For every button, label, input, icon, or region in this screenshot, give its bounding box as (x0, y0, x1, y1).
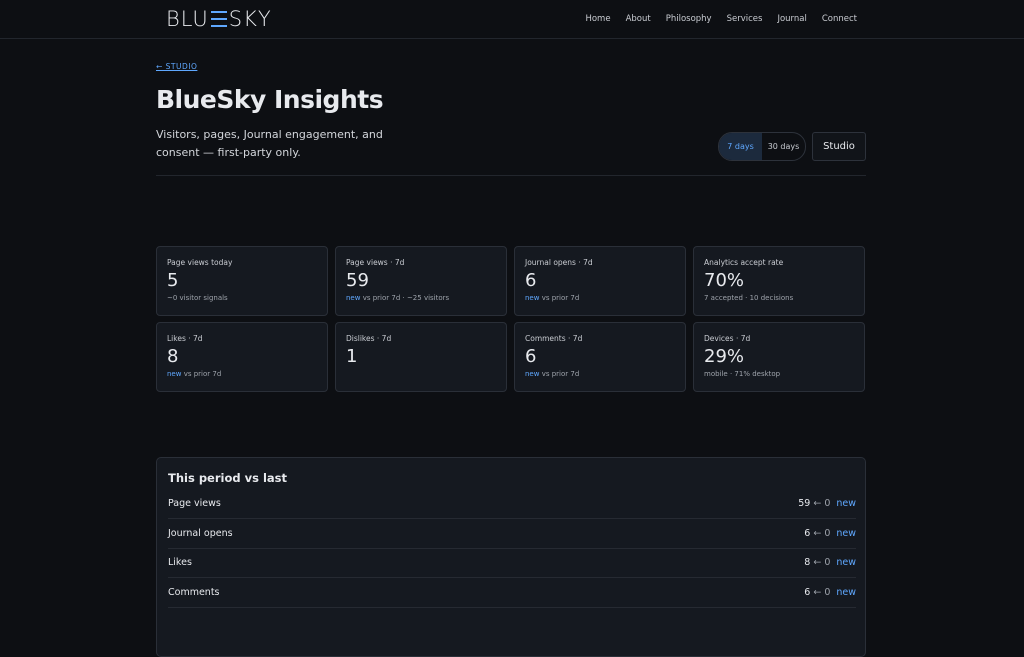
stat-note-text: 7 accepted · 10 decisions (704, 294, 794, 302)
row-values: 6 ← 0 new (801, 587, 856, 598)
comparison-row: Comments 6 ← 0 new (168, 578, 856, 608)
stat-label: Page views · 7d (346, 258, 405, 267)
stat-card: Journal opens · 7d 6 new vs prior 7d (514, 246, 686, 316)
comparison-row: Page views 59 ← 0 new (168, 489, 856, 519)
comparison-row: Likes 8 ← 0 new (168, 548, 856, 578)
logo-right: SKY (228, 7, 272, 31)
stat-value: 6 (525, 346, 537, 367)
navbar: BLU SKY Home About Philosophy Services Journa… (0, 0, 1024, 39)
stat-highlight: new (346, 294, 361, 302)
row-values: 59 ← 0 new (795, 498, 856, 509)
stat-note: 7 accepted · 10 decisions (704, 294, 854, 302)
back-link[interactable]: ← STUDIO (156, 62, 198, 71)
row-previous: 0 (824, 586, 831, 598)
stat-value: 5 (167, 270, 179, 291)
subtitle: Visitors, pages, Journal engagement, and… (156, 128, 383, 159)
stat-value: 6 (525, 270, 537, 291)
row-current: 8 (804, 557, 811, 568)
page-title: BlueSky Insights (156, 85, 384, 114)
stat-note: new vs prior 7d (525, 370, 675, 378)
row-arrow: ← (813, 586, 822, 598)
row-previous: 0 (824, 557, 831, 568)
stat-note-text: mobile · 71% desktop (704, 370, 781, 378)
row-values: 8 ← 0 new (801, 557, 856, 568)
nav-link[interactable]: Philosophy (665, 14, 712, 24)
studio-button[interactable]: Studio (812, 132, 866, 161)
stat-note: new vs prior 7d (167, 370, 317, 378)
stat-note-text: vs prior 7d · ~25 visitors (362, 294, 450, 302)
range-toggle: 7 days 30 days (718, 132, 806, 161)
nav-link[interactable]: Connect (821, 14, 857, 24)
stat-label: Dislikes · 7d (346, 334, 392, 343)
stat-card: Comments · 7d 6 new vs prior 7d (514, 322, 686, 392)
logo-left: BLU (166, 7, 209, 31)
stat-label: Comments · 7d (525, 334, 583, 343)
row-change: new (836, 586, 856, 598)
stat-note-text: vs prior 7d (183, 370, 222, 378)
stat-card: Dislikes · 7d 1 (335, 322, 507, 392)
logo[interactable]: BLU SKY (166, 7, 272, 31)
stat-label: Page views today (167, 258, 233, 267)
divider (156, 175, 866, 176)
stat-card: Devices · 7d 29% mobile · 71% desktop (693, 322, 865, 392)
range-option[interactable]: 30 days (767, 142, 800, 151)
nav-link[interactable]: Services (726, 14, 763, 24)
row-current: 6 (804, 527, 811, 539)
row-change: new (836, 557, 856, 568)
row-change: new (836, 527, 856, 539)
row-change: new (836, 498, 856, 509)
row-current: 6 (804, 586, 811, 598)
row-arrow: ← (813, 557, 822, 568)
comparison-panel: This period vs last Page views 59 ← 0 new Jou… (156, 457, 866, 657)
stat-note-text: vs prior 7d (541, 370, 580, 378)
stat-value: 8 (167, 346, 179, 367)
stat-label: Devices · 7d (704, 334, 751, 343)
stat-value: 70% (704, 270, 745, 291)
comparison-title: This period vs last (168, 471, 287, 485)
row-label: Comments (168, 586, 220, 598)
nav-link[interactable]: Home (585, 14, 611, 24)
nav-link[interactable]: About (625, 14, 651, 24)
stat-card: Analytics accept rate 70% 7 accepted · 10 … (693, 246, 865, 316)
stat-note-text: vs prior 7d (541, 294, 580, 302)
row-arrow: ← (813, 527, 822, 539)
stat-value: 1 (346, 346, 358, 367)
stat-label: Analytics accept rate (704, 258, 784, 267)
logo-icon (210, 11, 227, 27)
row-values: 6 ← 0 new (801, 528, 856, 539)
stat-label: Journal opens · 7d (525, 258, 593, 267)
stat-label: Likes · 7d (167, 334, 203, 343)
stat-highlight: new (167, 370, 182, 378)
nav-links: Home About Philosophy Services Journal Connec… (585, 14, 857, 24)
comparison-row: Journal opens 6 ← 0 new (168, 519, 856, 549)
row-previous: 0 (824, 498, 831, 509)
stat-note: new vs prior 7d (525, 294, 675, 302)
nav-link[interactable]: Journal (777, 14, 807, 24)
row-label: Likes (168, 557, 192, 568)
row-label: Journal opens (168, 527, 233, 539)
range-option[interactable]: 7 days (719, 133, 762, 160)
stat-card: Page views today 5 ~0 visitor signals (156, 246, 328, 316)
stat-value: 59 (346, 270, 369, 291)
stat-note-text: ~0 visitor signals (167, 294, 228, 302)
row-arrow: ← (813, 498, 822, 509)
stat-card: Likes · 7d 8 new vs prior 7d (156, 322, 328, 392)
row-previous: 0 (824, 527, 831, 539)
stat-note: mobile · 71% desktop (704, 370, 854, 378)
row-label: Page views (168, 498, 221, 509)
stat-card: Page views · 7d 59 new vs prior 7d · ~25 v… (335, 246, 507, 316)
row-current: 59 (798, 498, 811, 509)
stat-value: 29% (704, 346, 745, 367)
stat-highlight: new (525, 294, 540, 302)
stat-note: ~0 visitor signals (167, 294, 317, 302)
stat-highlight: new (525, 370, 540, 378)
stat-note: new vs prior 7d · ~25 visitors (346, 294, 496, 302)
